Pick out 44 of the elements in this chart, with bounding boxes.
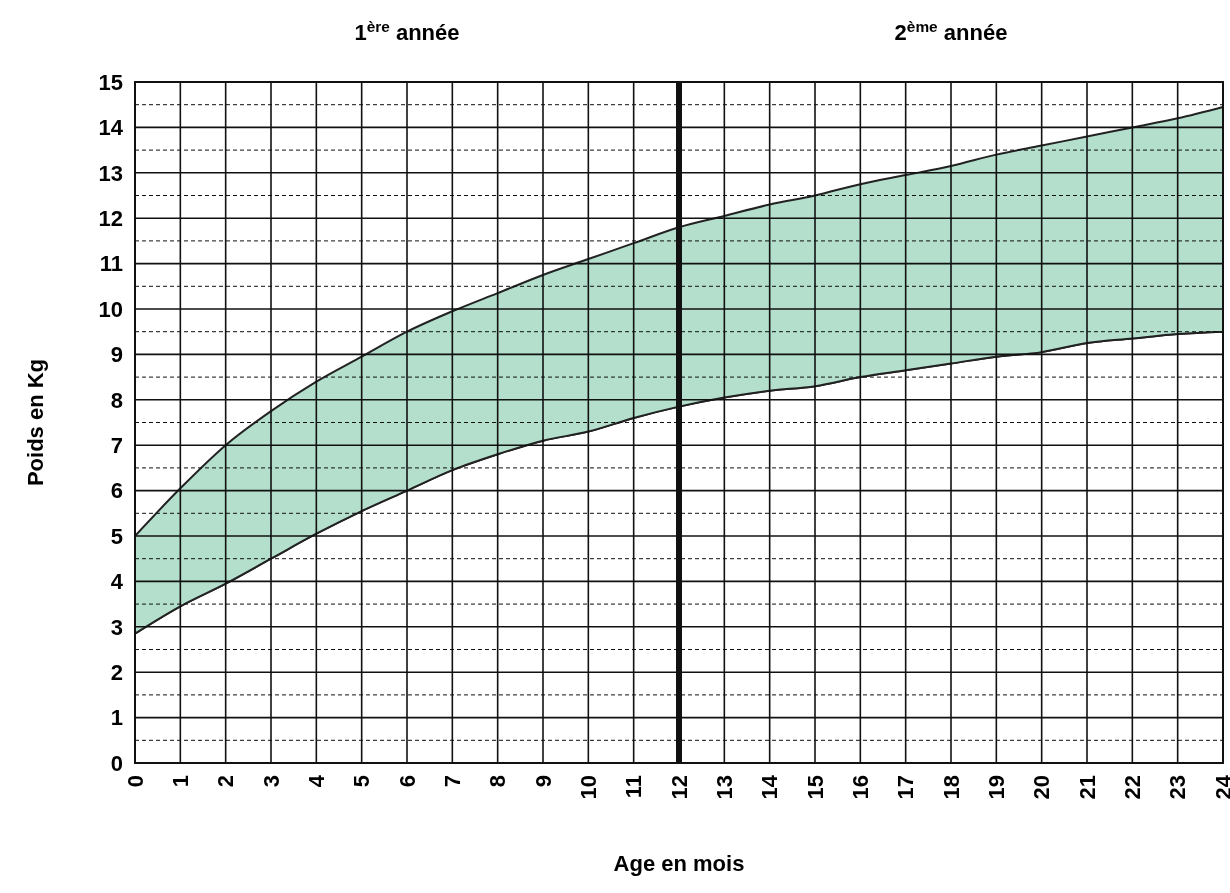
x-tick-label: 18 [938, 775, 964, 800]
x-tick-label: 15 [802, 775, 828, 800]
x-tick-label: 8 [485, 775, 511, 788]
y-tick-label: 7 [110, 432, 123, 458]
y-tick-label: 6 [110, 478, 123, 504]
y-tick-label: 12 [98, 205, 123, 231]
y-tick-label: 9 [110, 342, 123, 368]
y-tick-label: 8 [110, 387, 123, 413]
x-tick-label: 6 [394, 775, 420, 788]
y-tick-label: 11 [99, 251, 123, 277]
x-tick-label: 20 [1029, 775, 1055, 800]
y-tick-label: 4 [110, 569, 124, 595]
x-tick-label: 9 [530, 775, 556, 788]
x-tick-label: 4 [304, 774, 330, 788]
x-tick-label: 10 [576, 775, 602, 800]
x-tick-label: 23 [1165, 775, 1191, 800]
y-tick-label: 2 [110, 659, 123, 685]
x-tick-label: 14 [757, 774, 783, 800]
x-tick-label: 17 [893, 775, 919, 800]
x-tick-label: 22 [1120, 775, 1146, 800]
x-tick-label: 11 [621, 775, 647, 799]
x-tick-label: 0 [122, 775, 148, 788]
y-tick-label: 1 [110, 705, 123, 731]
x-tick-label: 2 [213, 775, 239, 788]
x-tick-label: 21 [1074, 775, 1100, 800]
y-tick-label: 3 [110, 614, 123, 640]
x-tick-label: 13 [712, 775, 738, 800]
text: 2$^{ème}$ année [894, 17, 1008, 45]
x-tick-label: 12 [666, 775, 692, 800]
x-tick-label: 19 [984, 775, 1010, 800]
y-tick-label: 13 [98, 160, 123, 186]
x-tick-label: 1 [168, 775, 194, 788]
y-tick-label: 10 [98, 296, 123, 322]
x-tick-label: 16 [848, 775, 874, 800]
x-axis-title: Age en mois [613, 851, 745, 876]
x-tick-label: 24 [1210, 774, 1230, 800]
y-tick-label: 14 [98, 115, 124, 141]
x-tick-label: 5 [349, 775, 375, 788]
x-tick-label: 7 [440, 775, 466, 788]
y-tick-label: 15 [98, 69, 123, 95]
text: 1$^{ère}$ année [354, 17, 460, 45]
x-tick-label: 3 [258, 775, 284, 788]
y-tick-label: 5 [110, 523, 123, 549]
y-axis-title: Poids en Kg [23, 358, 48, 487]
